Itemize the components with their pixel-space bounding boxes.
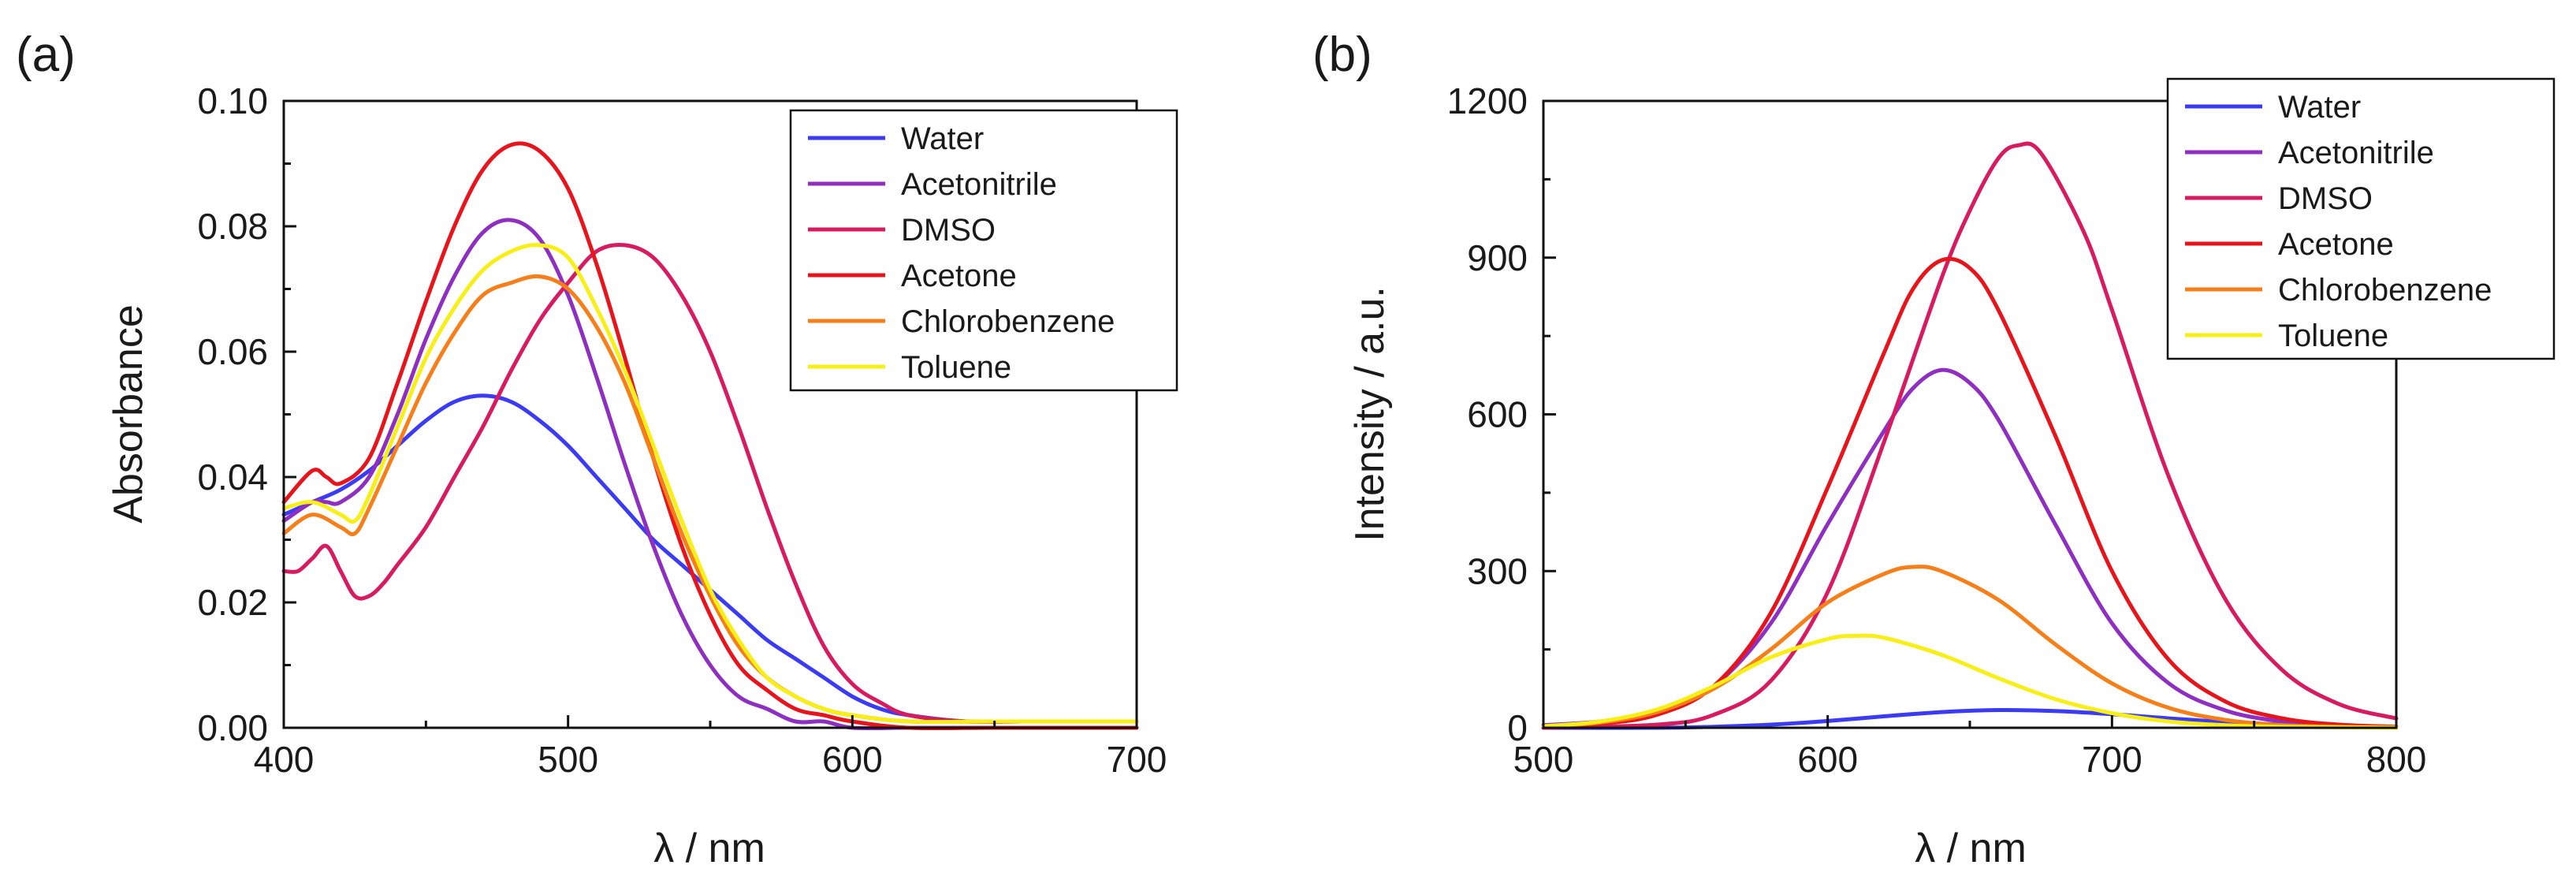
legend-a: Water Acetonitrile DMSO Acetone Chlorobenzen…: [789, 109, 1178, 392]
x-tick-label-a: 500: [538, 739, 598, 780]
x-tick-label-a: 400: [254, 739, 315, 780]
y-tick-label-b: 1200: [1447, 80, 1528, 121]
y-tick-label-b: 0: [1507, 707, 1528, 748]
panel-label-b: (b): [1312, 28, 1372, 82]
series-layer-a: [281, 141, 1139, 731]
x-tick-label-b: 800: [2366, 739, 2427, 780]
legend-label-dmso-b: DMSO: [2278, 181, 2373, 216]
y-tick-label-a: 0.02: [197, 582, 268, 623]
x-tick-label-a: 700: [1107, 739, 1167, 780]
y-tick-label-a: 0.00: [197, 707, 268, 748]
panel-b: (b) 500 600 700 800 0 300 600 900 1200 λ / nm In…: [1312, 28, 2556, 871]
y-axis-label-b: Intensity / a.u.: [1347, 286, 1393, 542]
legend-label-water-a: Water: [901, 121, 984, 156]
y-tick-label-a: 0.10: [197, 80, 268, 121]
ticks-layer-a: 400 500 600 700 0.00 0.02 0.04 0.06 0.08 0.10: [197, 80, 1167, 780]
plot-frame-a: [282, 99, 1138, 729]
y-tick-label-b: 900: [1467, 237, 1528, 278]
legend-b: Water Acetonitrile DMSO Acetone Chlorobenzen…: [2166, 77, 2556, 360]
series-line-toluene-a: [281, 243, 1139, 725]
y-tick-label-a: 0.08: [197, 206, 268, 247]
legend-entries-a: Water Acetonitrile DMSO Acetone Chlorobenzen…: [808, 121, 1115, 385]
plot-frame-b: [1542, 99, 2398, 729]
x-axis-label-a: λ / nm: [653, 826, 765, 871]
panel-a: (a) 400 500 600 700 0.00 0.02 0.04 0.06 0.08 0.10…: [16, 28, 1178, 871]
ticks-layer-b: 500 600 700 800 0 300 600 900 1200: [1447, 80, 2427, 780]
x-tick-label-b: 500: [1513, 739, 1574, 780]
legend-label-toluene-a: Toluene: [901, 350, 1011, 385]
x-tick-label-a: 600: [822, 739, 883, 780]
legend-box-b: [2166, 77, 2556, 360]
series-line-dmso-a: [281, 242, 1139, 725]
y-tick-label-a: 0.06: [197, 331, 268, 372]
y-tick-label-b: 300: [1467, 550, 1528, 591]
x-tick-label-b: 600: [1797, 739, 1858, 780]
y-tick-label-b: 600: [1467, 394, 1528, 435]
series-line-acetonitrile-b: [1541, 367, 2399, 729]
y-tick-label-a: 0.04: [197, 457, 268, 498]
legend-label-acetone-a: Acetone: [901, 259, 1017, 293]
series-line-acetonitrile-a: [281, 218, 1139, 731]
series-line-acetone-a: [281, 141, 1139, 731]
series-line-chlorobenzene-b: [1541, 565, 2399, 729]
legend-label-chlorobenzene-a: Chlorobenzene: [901, 304, 1115, 339]
legend-label-acetonitrile-b: Acetonitrile: [2278, 136, 2434, 170]
legend-label-water-b: Water: [2278, 90, 2361, 125]
legend-label-chlorobenzene-b: Chlorobenzene: [2278, 273, 2492, 308]
legend-label-acetone-b: Acetone: [2278, 227, 2394, 262]
legend-label-acetonitrile-a: Acetonitrile: [901, 167, 1057, 202]
legend-label-toluene-b: Toluene: [2278, 319, 2388, 353]
series-line-dmso-b: [1541, 141, 2399, 730]
y-axis-label-a: Absorbance: [106, 304, 151, 524]
series-line-water-a: [281, 393, 1139, 725]
legend-label-dmso-a: DMSO: [901, 213, 996, 248]
x-tick-label-b: 700: [2082, 739, 2142, 780]
legend-box-a: [789, 109, 1178, 392]
panel-label-a: (a): [16, 28, 76, 82]
legend-entries-b: Water Acetonitrile DMSO Acetone Chlorobenzen…: [2185, 90, 2492, 353]
x-axis-label-b: λ / nm: [1915, 826, 2027, 871]
series-line-toluene-b: [1541, 633, 2399, 730]
